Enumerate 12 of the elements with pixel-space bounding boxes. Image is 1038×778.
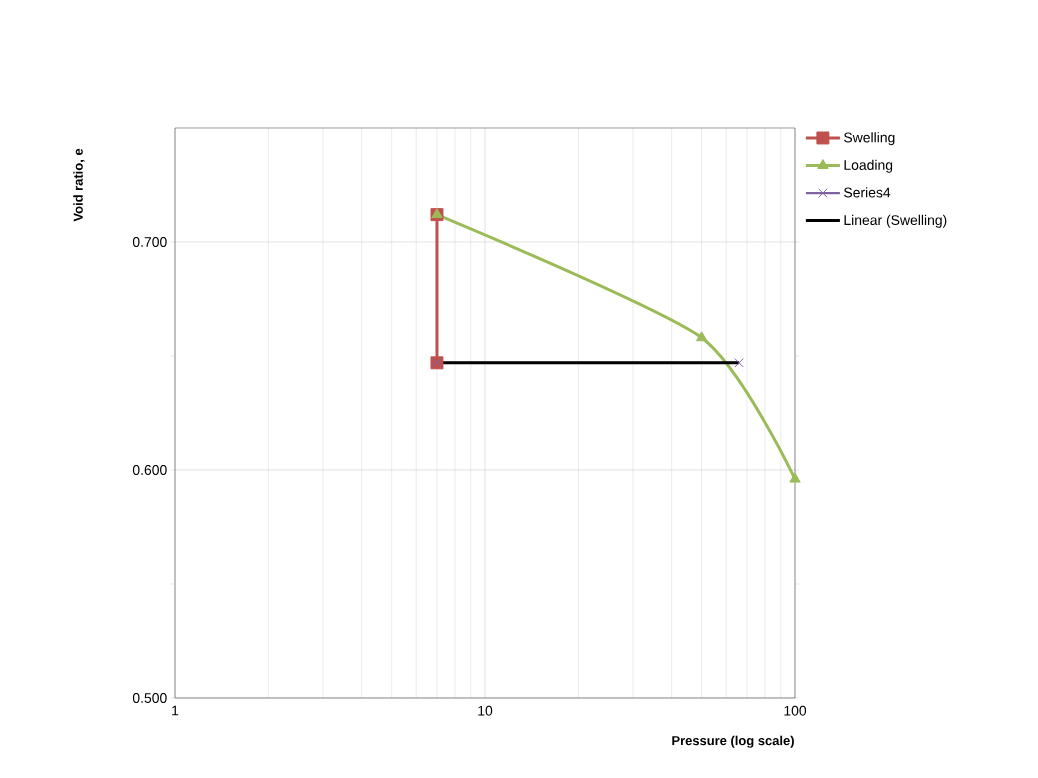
x-axis-title: Pressure (log scale) (672, 735, 794, 748)
x-tick-label: 1 (172, 705, 179, 716)
legend-label: Swelling (844, 132, 895, 146)
y-axis-title: Void ratio, e (73, 148, 85, 222)
x-tick-label: 10 (478, 705, 493, 716)
legend-label: Linear (Swelling) (844, 214, 947, 228)
legend-label: Loading (844, 159, 893, 173)
y-tick-label: 0.600 (132, 465, 167, 475)
y-tick-label: 0.500 (132, 693, 167, 703)
y-tick-label: 0.700 (132, 237, 167, 247)
x-tick-label: 100 (784, 705, 807, 716)
legend-label: Series4 (844, 187, 891, 198)
